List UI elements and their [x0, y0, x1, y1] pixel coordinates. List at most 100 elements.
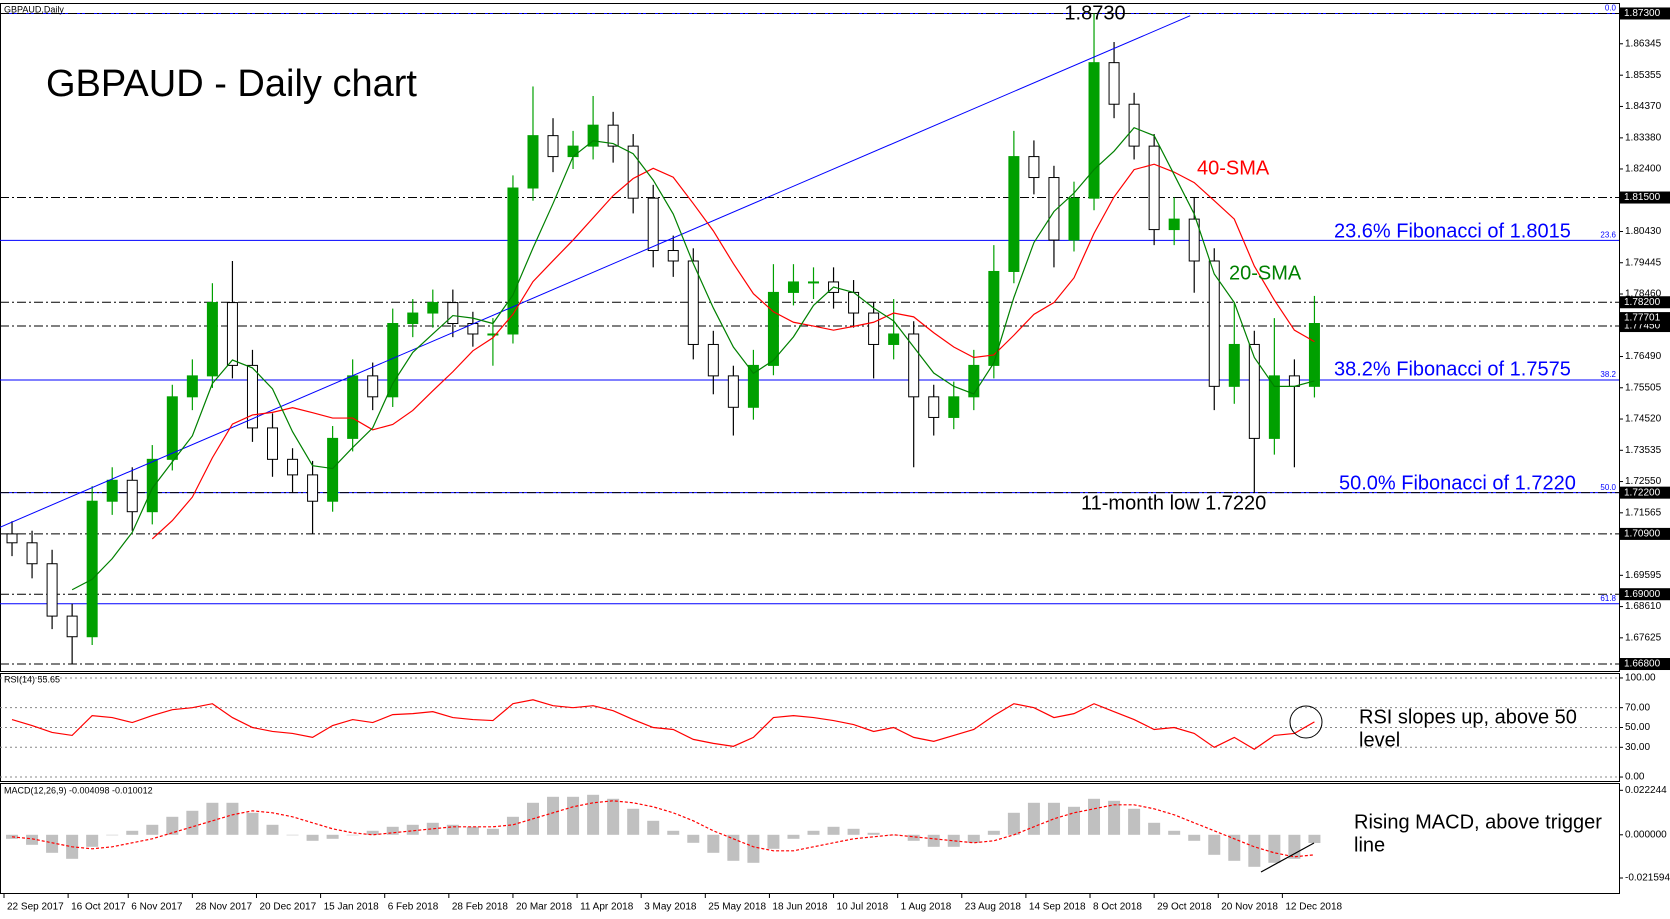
histogram-bar — [647, 820, 660, 835]
histogram-bar — [1208, 834, 1221, 855]
histogram-bar — [907, 834, 920, 841]
candle-body — [206, 302, 218, 377]
level-box — [1620, 588, 1670, 601]
candle-body — [146, 458, 158, 513]
y-tick-label: 1.75505 — [1625, 382, 1662, 393]
series-line — [151, 163, 1315, 540]
y-tick-label: 1.83380 — [1625, 133, 1662, 144]
candle-body — [1248, 343, 1260, 439]
histogram-bar — [246, 812, 259, 835]
histogram-bar — [1007, 812, 1020, 835]
panel-frame — [0, 3, 1620, 672]
histogram-bar — [987, 830, 1000, 835]
chart-title: GBPAUD - Daily chart — [46, 63, 417, 105]
x-tick-label: 23 Aug 2018 — [965, 902, 1022, 913]
level-label: 1.70900 — [1624, 529, 1661, 540]
histogram-bar — [687, 834, 700, 843]
candle-body — [607, 124, 619, 147]
candle-body — [587, 124, 599, 147]
candle-body — [46, 563, 58, 617]
y-tick-label: 1.78460 — [1625, 289, 1662, 300]
panel-title: RSI(14) 55.65 — [4, 674, 60, 684]
histogram-bar — [1128, 808, 1141, 835]
histogram-bar — [166, 816, 179, 835]
y-tick-label: 1.86345 — [1625, 38, 1662, 49]
x-tick-label: 18 Jun 2018 — [772, 902, 827, 913]
histogram-bar — [727, 834, 740, 861]
histogram-bar — [587, 794, 600, 835]
annotation: 38.2% Fibonacci of 1.7575 — [1334, 358, 1571, 380]
x-tick-label: 14 Sep 2018 — [1029, 902, 1086, 913]
level-box — [1620, 191, 1670, 204]
histogram-bar — [567, 796, 580, 835]
level-label: 1.69000 — [1624, 589, 1661, 600]
candle-body — [287, 458, 299, 476]
histogram-bar — [286, 834, 299, 836]
panel-title: MACD(12,26,9) -0.004098 -0.010012 — [4, 785, 153, 795]
y-tick-label: -0.021594 — [1625, 873, 1670, 884]
y-tick-label: 100.00 — [1625, 673, 1656, 684]
candle-body — [367, 375, 379, 398]
candle-body — [727, 375, 739, 408]
candle-body — [66, 615, 78, 638]
x-tick-label: 6 Feb 2018 — [388, 902, 439, 913]
last-price-label: 1.77701 — [1624, 313, 1661, 324]
candle-body — [968, 364, 980, 398]
histogram-bar — [1228, 834, 1241, 861]
histogram-bar — [206, 802, 219, 835]
candle-body — [787, 281, 799, 293]
candle-body — [1068, 197, 1080, 241]
candle-body — [667, 250, 679, 262]
candle-body — [267, 427, 279, 460]
candle-body — [1208, 260, 1220, 387]
candle-body — [166, 396, 178, 460]
histogram-bar — [887, 834, 900, 836]
level-label: 1.72200 — [1624, 487, 1661, 498]
highlight-circle — [1289, 705, 1323, 739]
level-label: 1.87300 — [1624, 8, 1661, 19]
candle-body — [487, 333, 499, 336]
panel-frame — [0, 783, 1620, 894]
histogram-bar — [667, 830, 680, 835]
x-tick-label: 28 Feb 2018 — [452, 902, 509, 913]
candle-body — [447, 302, 459, 325]
annotation: RSI slopes up, above 50 — [1359, 706, 1577, 728]
histogram-bar — [1188, 834, 1201, 841]
series-line — [71, 126, 1315, 591]
candle-body — [988, 270, 1000, 366]
candle-body — [1108, 62, 1120, 105]
fib-label: 61.8 — [1600, 594, 1616, 603]
y-tick-label: 1.68610 — [1625, 601, 1662, 612]
x-tick-label: 20 Nov 2018 — [1221, 902, 1278, 913]
candle-body — [1008, 156, 1020, 272]
histogram-bar — [867, 832, 880, 835]
annotation: 50.0% Fibonacci of 1.7220 — [1339, 472, 1576, 494]
candle-body — [1268, 375, 1280, 439]
candle-body — [1048, 177, 1060, 241]
level-box — [1620, 486, 1670, 499]
histogram-bar — [827, 826, 840, 835]
histogram-bar — [1108, 800, 1121, 835]
candle-body — [26, 542, 38, 565]
annotation: Rising MACD, above trigger — [1354, 811, 1602, 833]
histogram-bar — [767, 834, 780, 849]
x-tick-label: 20 Mar 2018 — [516, 902, 573, 913]
candle-body — [507, 187, 519, 335]
x-tick-label: 3 May 2018 — [644, 902, 697, 913]
candle-body — [707, 343, 719, 377]
histogram-bar — [226, 802, 239, 835]
candle-body — [427, 302, 439, 314]
candle-body — [126, 479, 138, 513]
level-label: 1.78200 — [1624, 297, 1661, 308]
last-price-box — [1620, 312, 1670, 325]
histogram-bar — [1027, 802, 1040, 835]
candle-body — [1308, 323, 1320, 387]
candle-body — [627, 145, 639, 199]
series-line — [11, 800, 1315, 858]
candle-body — [948, 396, 960, 418]
candle-body — [868, 312, 880, 345]
histogram-bar — [346, 834, 359, 836]
histogram-bar — [967, 834, 980, 843]
